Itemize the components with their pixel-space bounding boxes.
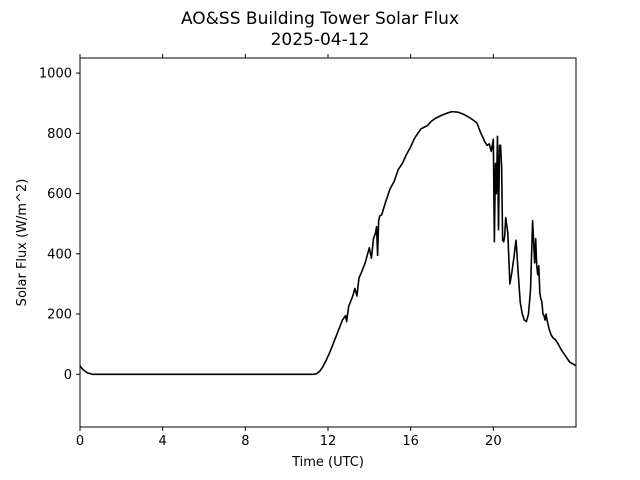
- plot-frame: [79, 57, 577, 428]
- y-tick-label: 200: [47, 308, 72, 323]
- chart-subtitle: 2025-04-12: [271, 30, 370, 50]
- x-axis-label: Time (UTC): [291, 455, 364, 470]
- solar-flux-series-line: [80, 110, 576, 376]
- x-tick-label: 20: [485, 434, 502, 449]
- y-tick-label: 600: [47, 187, 72, 202]
- chart-title: AO&SS Building Tower Solar Flux: [181, 9, 459, 29]
- x-tick-label: 16: [402, 434, 419, 449]
- y-tick-label: 800: [47, 127, 72, 142]
- y-tick-label: 400: [47, 247, 72, 262]
- y-axis-label: Solar Flux (W/m^2): [15, 179, 30, 307]
- y-tick-label: 1000: [39, 67, 72, 82]
- x-axis: 0 4 8 12 16 20: [76, 54, 502, 449]
- x-tick-label: 12: [320, 434, 337, 449]
- y-axis: 0 200 400 600 800 1000: [39, 67, 80, 383]
- x-tick-label: 0: [76, 434, 84, 449]
- x-tick-label: 4: [159, 434, 167, 449]
- y-tick-label: 0: [64, 368, 72, 383]
- x-tick-label: 8: [241, 434, 249, 449]
- series-group: [80, 110, 576, 376]
